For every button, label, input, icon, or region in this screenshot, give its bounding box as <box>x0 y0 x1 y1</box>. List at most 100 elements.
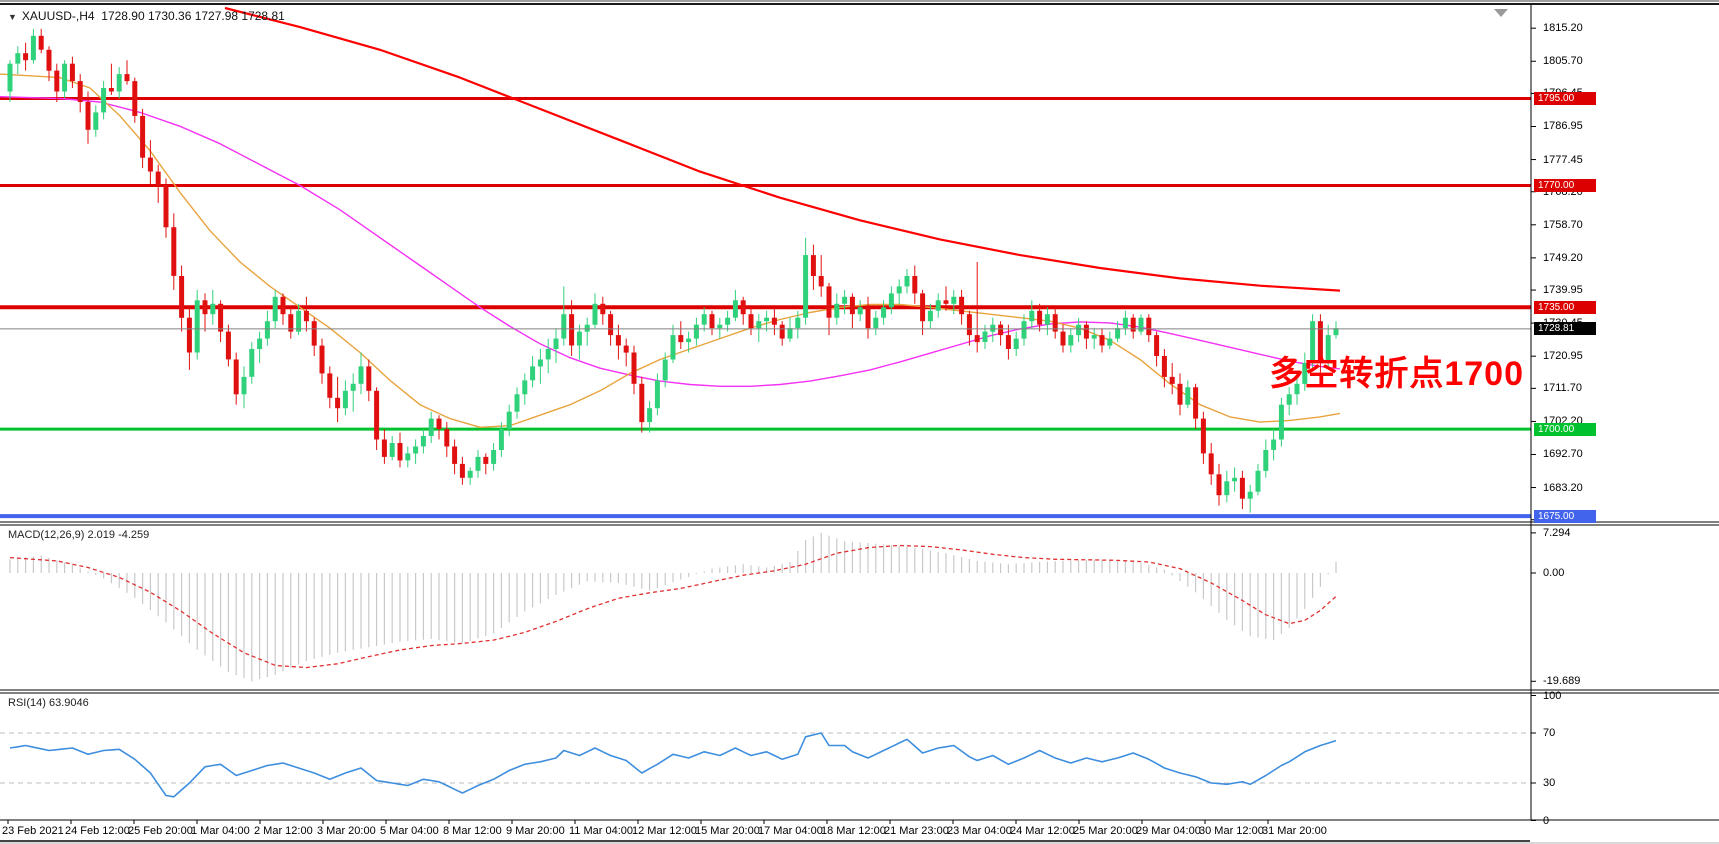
candle-body <box>225 331 231 360</box>
candle-body <box>428 418 434 436</box>
candle-body <box>155 171 161 186</box>
price-axis-label: 1720.95 <box>1543 350 1583 363</box>
candle-body <box>101 88 107 113</box>
macd-main-value: 2.019 <box>87 529 116 541</box>
level-price-tag: 1795.00 <box>1534 91 1596 105</box>
candle-body <box>1294 383 1300 395</box>
candle-body <box>15 53 21 64</box>
candle-body <box>272 296 278 322</box>
candle-body <box>725 317 731 325</box>
candle-body <box>327 373 333 398</box>
price-axis-label: 1739.95 <box>1543 284 1583 297</box>
candle-body <box>608 314 614 336</box>
candle-body <box>405 453 411 461</box>
time-axis-label: 25 Mar 20:00 <box>1073 825 1138 837</box>
candle-body <box>826 286 832 318</box>
candle-body <box>623 345 629 353</box>
candle-body <box>1068 335 1074 346</box>
candle-body <box>888 293 894 308</box>
candle-body <box>498 429 504 450</box>
candle-body <box>1083 324 1089 339</box>
candle-body <box>319 345 325 374</box>
candle-body <box>1224 481 1230 496</box>
price-axis-label: 1683.20 <box>1543 481 1583 494</box>
time-axis-label: 1 Mar 04:00 <box>191 825 250 837</box>
candle-body <box>600 303 606 315</box>
candle-body <box>1177 383 1183 405</box>
time-axis-label: 24 Feb 12:00 <box>65 825 130 837</box>
candle-body <box>701 314 707 325</box>
bottom-strip <box>0 842 1719 844</box>
bottom-scrollbar[interactable] <box>0 840 1530 842</box>
candle-body <box>366 366 372 391</box>
candle-body <box>93 112 99 130</box>
candle-body <box>23 53 29 61</box>
rsi-name-label: RSI(14) <box>8 697 46 709</box>
candle-body <box>951 296 957 304</box>
candle-body <box>1130 317 1136 332</box>
candle-body <box>132 81 138 116</box>
candle-body <box>264 321 270 339</box>
candle-body <box>873 317 879 329</box>
candle-body <box>1317 321 1323 363</box>
candle-body <box>842 296 848 304</box>
macd-axis-label: -19.689 <box>1543 675 1581 688</box>
price-axis-label: 1711.70 <box>1543 382 1582 395</box>
candle-body <box>311 321 317 346</box>
candle-body <box>881 307 887 318</box>
macd-name-label: MACD(12,26,9) <box>8 529 85 541</box>
rsi-axis-label: 70 <box>1543 727 1556 739</box>
candle-body <box>1255 470 1261 492</box>
candle-body <box>514 394 520 412</box>
candle-body <box>1005 335 1011 349</box>
rsi-value-label: 63.9046 <box>48 697 89 709</box>
candle-body <box>748 314 754 329</box>
level-price-tag: 1675.00 <box>1534 509 1596 523</box>
candle-body <box>834 303 840 318</box>
candle-body <box>420 436 426 447</box>
candle-body <box>1193 387 1199 419</box>
candle-body <box>1325 335 1331 363</box>
candle-body <box>1286 394 1292 405</box>
chevron-down-icon[interactable]: ▼ <box>8 12 17 22</box>
candle-body <box>545 349 551 360</box>
candle-body <box>1271 439 1277 450</box>
candle-body <box>561 314 567 339</box>
candle-body <box>982 331 988 342</box>
time-axis-label: 2 Mar 12:00 <box>254 825 313 837</box>
price-axis-label: 1805.70 <box>1543 55 1583 68</box>
candle-body <box>218 303 224 332</box>
candle-body <box>615 335 621 346</box>
candle-body <box>186 317 192 353</box>
macd-axis-label: 7.294 <box>1543 526 1571 539</box>
time-axis-label: 9 Mar 20:00 <box>506 825 565 837</box>
chart-shift-marker-icon[interactable] <box>1494 9 1508 17</box>
level-price-tag: 1770.00 <box>1534 178 1596 192</box>
candle-body <box>966 314 972 336</box>
candle-body <box>46 49 52 71</box>
window-top-strip <box>0 0 1719 2</box>
candle-body <box>693 324 699 339</box>
candle-body <box>764 317 770 322</box>
candle-body <box>1091 335 1097 339</box>
candle-body <box>202 300 208 315</box>
candle-body <box>530 366 536 381</box>
time-axis-label: 31 Mar 20:00 <box>1262 825 1327 837</box>
candle-body <box>54 70 60 92</box>
time-axis-label: 5 Mar 04:00 <box>380 825 439 837</box>
candle-body <box>662 359 668 381</box>
candle-body <box>818 276 824 287</box>
candle-body <box>896 286 902 294</box>
candle-body <box>1263 450 1269 471</box>
candle-body <box>413 446 419 454</box>
price-axis-label: 1777.45 <box>1543 153 1583 166</box>
candle-body <box>163 185 169 228</box>
candle-body <box>647 408 653 423</box>
candle-body <box>639 383 645 423</box>
rsi-axis-label: 0 <box>1543 814 1550 827</box>
candle-body <box>194 300 200 353</box>
candle-body <box>795 317 801 329</box>
candle-body <box>1161 356 1167 377</box>
ohlc-values-label: 1728.90 1730.36 1727.98 1728.81 <box>101 9 285 23</box>
